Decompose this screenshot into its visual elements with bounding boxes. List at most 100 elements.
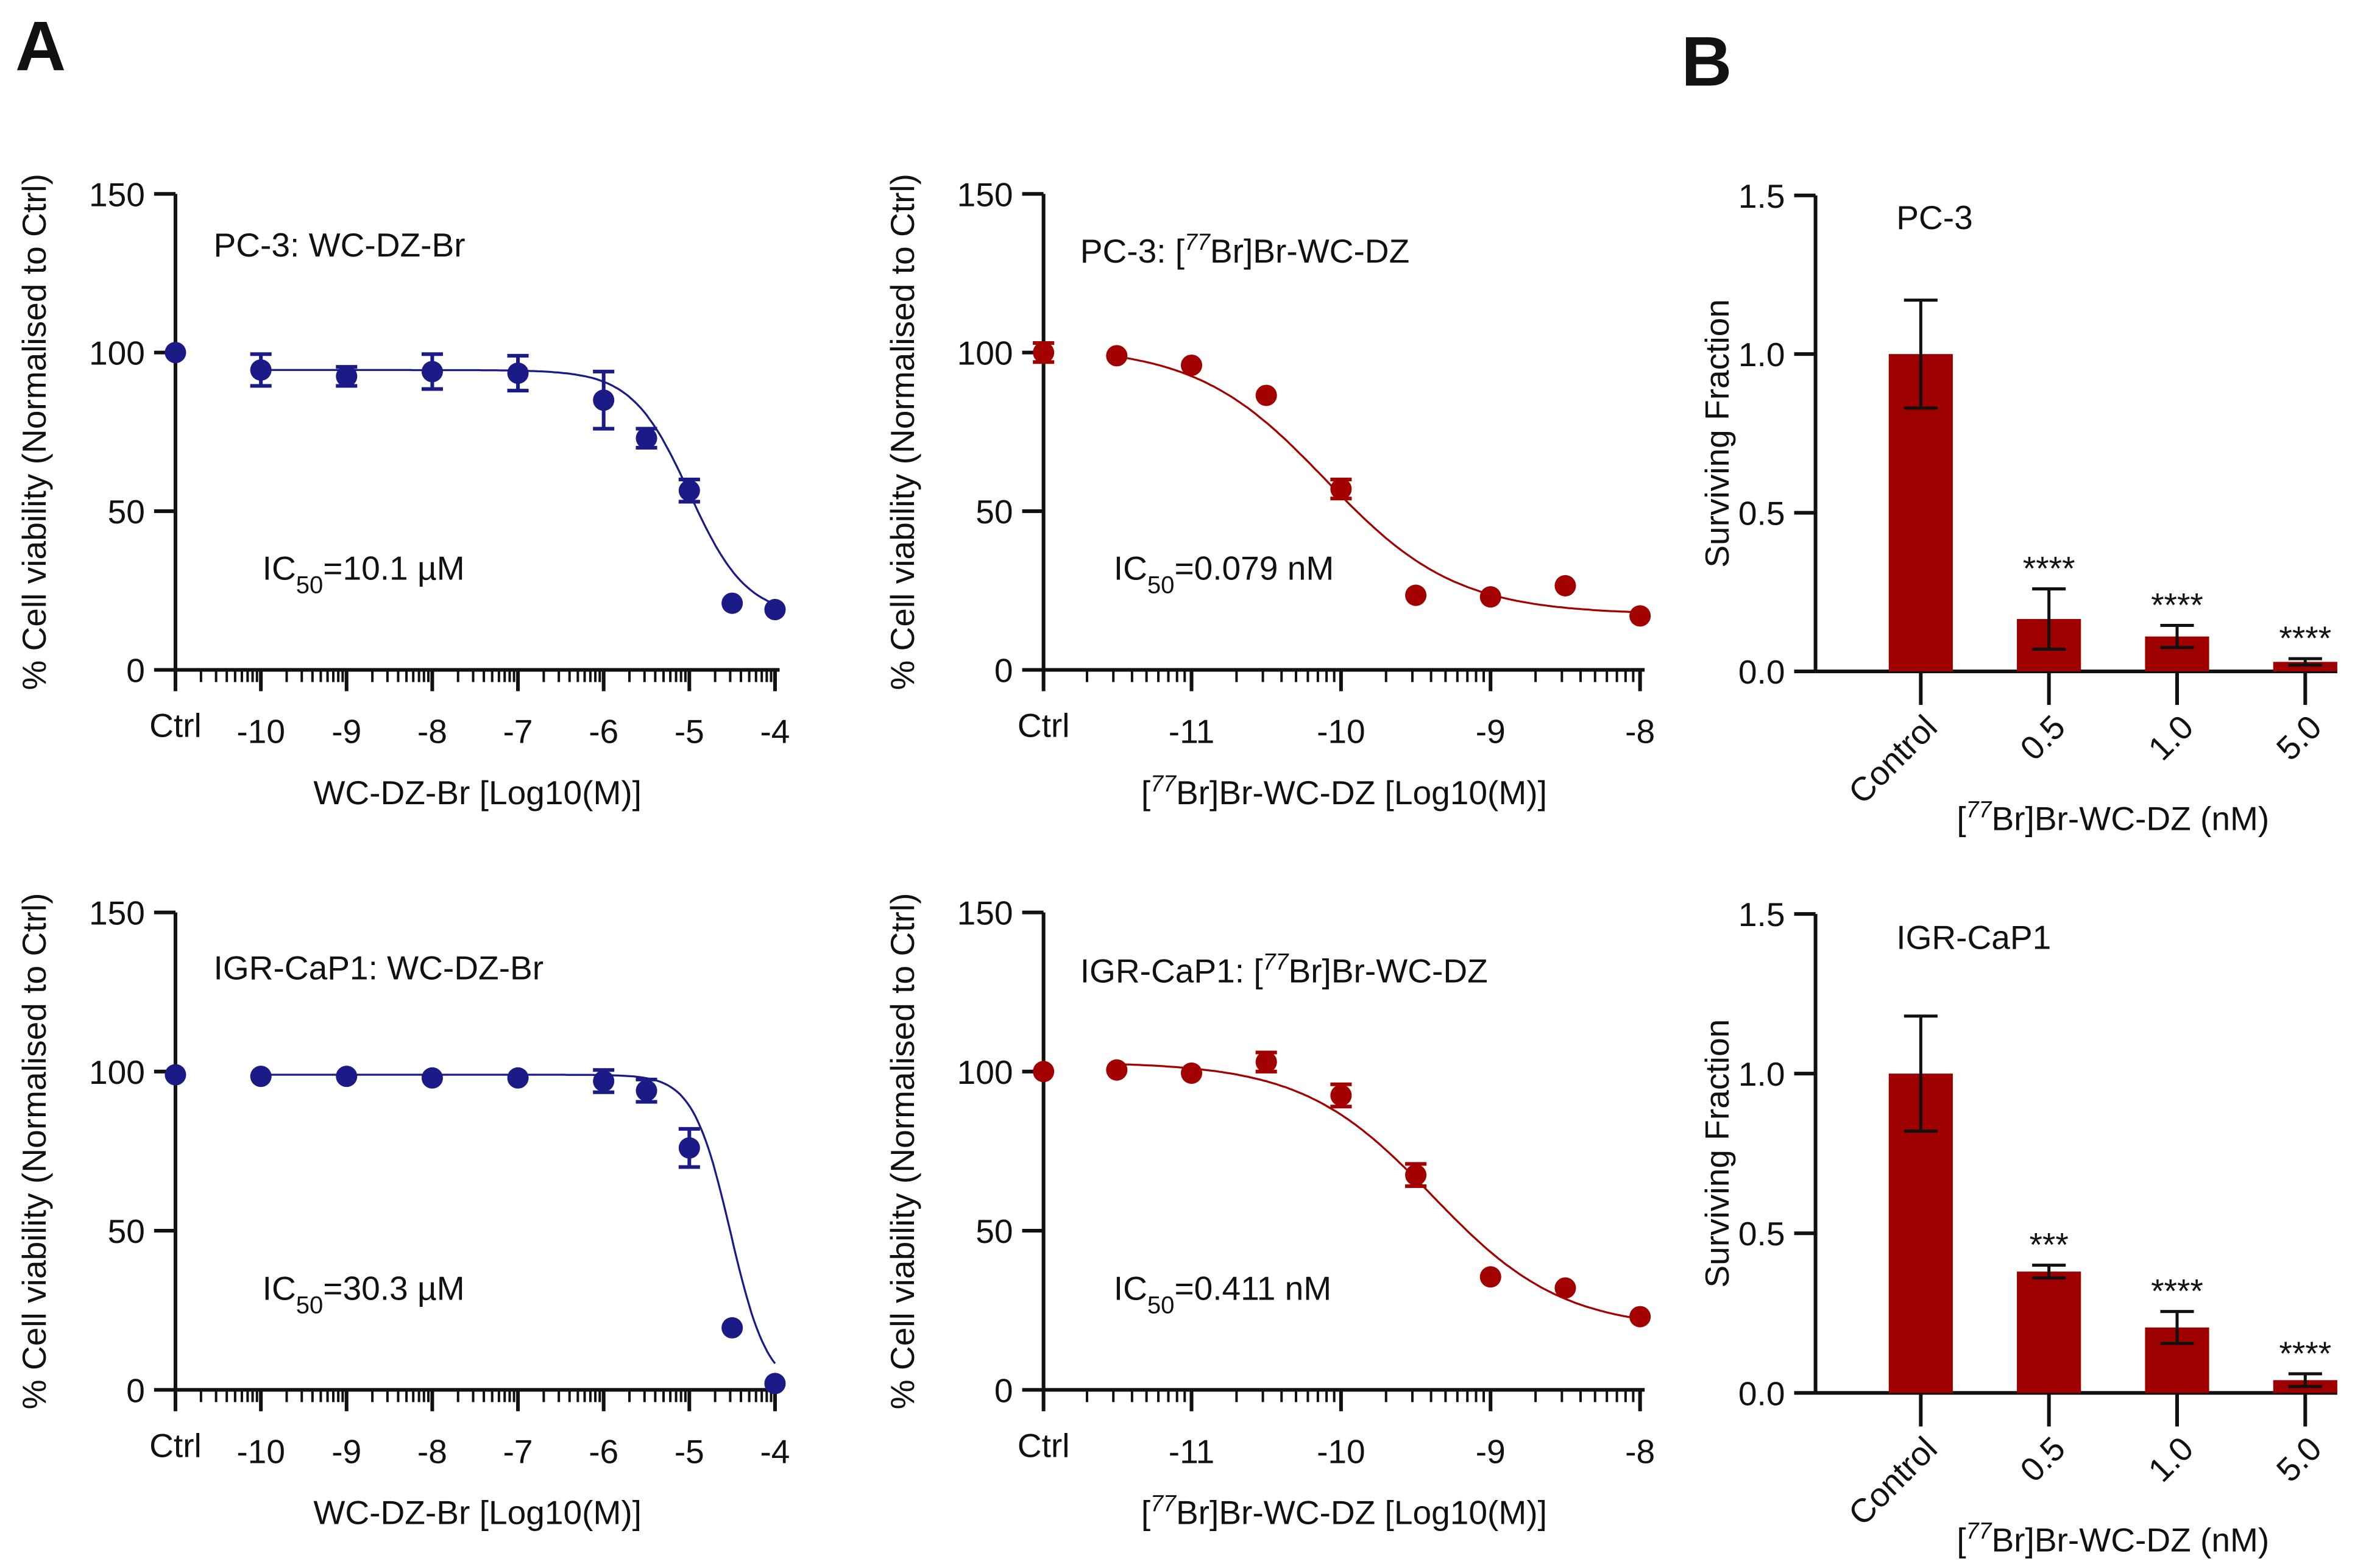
x-axis-label-part: 77 xyxy=(1150,771,1177,796)
ic50-annotation-part: IC xyxy=(263,550,296,587)
data-point xyxy=(1255,384,1277,406)
y-tick-label: 150 xyxy=(89,175,145,213)
y-axis-label: % Cell viability (Normalised to Ctrl) xyxy=(884,174,921,690)
data-point xyxy=(1330,1084,1352,1106)
fit-curve xyxy=(1116,355,1640,614)
chart-title: IGR-CaP1: [77Br]Br-WC-DZ xyxy=(1080,949,1488,990)
x-tick-label: -8 xyxy=(417,713,447,751)
panel-label-b: B xyxy=(1681,23,1732,101)
significance-label: **** xyxy=(2151,1272,2203,1310)
x-tick-label: -5 xyxy=(675,713,704,751)
y-axis-label: % Cell viability (Normalised to Ctrl) xyxy=(15,174,53,690)
data-point xyxy=(593,1070,615,1092)
x-tick-label: -7 xyxy=(503,713,533,751)
chart-0: 0 50 100 150 % Cell viability (Normalised to… xyxy=(15,174,790,812)
data-point xyxy=(1180,1062,1203,1084)
y-tick-label: 0 xyxy=(994,651,1013,689)
chart-title: IGR-CaP1: WC-DZ-Br xyxy=(214,949,544,987)
data-point xyxy=(593,389,615,411)
y-tick-label: 0.0 xyxy=(1738,653,1785,691)
chart-4: 0.0 0.5 1.0 1.5 Surviving Fraction PC-3 Contro… xyxy=(1698,177,2337,837)
x-axis-label-part: [ xyxy=(1957,1521,1966,1559)
ic50-annotation-part: IC xyxy=(1114,1270,1147,1307)
x-tick-label: 1.0 xyxy=(2141,708,2201,768)
x-tick-label: -6 xyxy=(589,713,618,751)
data-point xyxy=(1106,345,1128,367)
data-point xyxy=(421,1067,443,1089)
chart-3: 0 50 100 150 % Cell viability (Normalised to… xyxy=(884,893,1655,1532)
chart-title-part: Br]Br-WC-DZ xyxy=(1288,952,1487,990)
y-tick-label: 150 xyxy=(89,894,145,932)
x-tick-label: 5.0 xyxy=(2269,708,2329,768)
chart-2: 0 50 100 150 % Cell viability (Normalised to… xyxy=(15,893,790,1532)
x-axis-label-part: 77 xyxy=(1150,1491,1177,1516)
y-axis-label: Surviving Fraction xyxy=(1698,299,1736,568)
x-axis-label-part: [ xyxy=(1957,799,1966,837)
x-tick-label: -10 xyxy=(1317,1432,1365,1470)
chart-title-part: IGR-CaP1: [ xyxy=(1080,952,1263,990)
chart-title-part: 77 xyxy=(1185,229,1211,255)
ic50-annotation-part: IC xyxy=(263,1270,296,1307)
x-axis-label-part: WC-DZ-Br [Log10(M)] xyxy=(313,774,642,812)
data-point xyxy=(636,1080,657,1102)
data-point xyxy=(1479,1266,1501,1288)
data-point xyxy=(1405,584,1427,606)
x-tick-label: 5.0 xyxy=(2269,1429,2329,1489)
x-axis-label: [77Br]Br-WC-DZ (nM) xyxy=(1957,1518,2269,1559)
y-tick-label: 50 xyxy=(976,493,1013,531)
chart-title-part: IGR-CaP1: WC-DZ-Br xyxy=(214,949,544,987)
significance-label: **** xyxy=(2151,585,2203,623)
significance-label: *** xyxy=(2030,1226,2069,1264)
data-point xyxy=(250,359,272,381)
x-axis-label: [77Br]Br-WC-DZ (nM) xyxy=(1957,796,2269,837)
x-axis-label-part: [ xyxy=(1141,774,1150,812)
data-point xyxy=(1330,478,1352,500)
ic50-annotation-part: =0.411 nM xyxy=(1174,1270,1331,1307)
ic50-annotation-part: =30.3 µM xyxy=(323,1270,464,1307)
fit-curve xyxy=(1116,1063,1640,1320)
ic50-annotation-part: 50 xyxy=(1147,572,1175,599)
y-tick-label: 0.5 xyxy=(1738,495,1785,532)
data-point xyxy=(1180,354,1203,377)
x-tick-label: -6 xyxy=(589,1432,618,1470)
x-tick-label: Control xyxy=(1841,1429,1944,1532)
x-tick-label: -7 xyxy=(503,1432,533,1470)
x-tick-label: -9 xyxy=(1476,713,1506,751)
y-tick-label: 0.0 xyxy=(1738,1374,1785,1412)
chart-1: 0 50 100 150 % Cell viability (Normalised to… xyxy=(884,174,1655,812)
x-axis-label: [77Br]Br-WC-DZ [Log10(M)] xyxy=(1141,1491,1547,1532)
y-tick-label: 1.0 xyxy=(1738,336,1785,373)
ic50-annotation: IC50=0.411 nM xyxy=(1114,1270,1331,1319)
significance-label: **** xyxy=(2279,1334,2331,1372)
ic50-annotation-part: 50 xyxy=(1147,1292,1175,1319)
ic50-annotation-part: =10.1 µM xyxy=(323,550,464,587)
data-point xyxy=(1554,1277,1576,1299)
x-tick-label: 0.5 xyxy=(2013,708,2072,768)
ic50-annotation-part: 50 xyxy=(296,1292,324,1319)
chart-title: IGR-CaP1 xyxy=(1896,919,2051,957)
y-axis-label: Surviving Fraction xyxy=(1698,1019,1736,1288)
x-tick-label-ctrl: Ctrl xyxy=(1018,1426,1070,1464)
x-tick-label: -10 xyxy=(236,1432,285,1470)
data-point xyxy=(250,1066,272,1088)
x-tick-label: -8 xyxy=(1625,1432,1655,1470)
x-tick-label: -4 xyxy=(760,713,790,751)
data-point xyxy=(421,361,443,383)
x-axis-label: [77Br]Br-WC-DZ [Log10(M)] xyxy=(1141,771,1547,812)
x-tick-label: -9 xyxy=(1476,1432,1506,1470)
data-point xyxy=(1106,1059,1128,1081)
x-tick-label: -8 xyxy=(1625,713,1655,751)
data-point xyxy=(165,342,186,364)
y-tick-label: 150 xyxy=(957,894,1013,932)
data-point xyxy=(721,1317,743,1339)
y-tick-label: 1.5 xyxy=(1738,177,1785,215)
data-point xyxy=(1033,342,1055,364)
x-axis-label-part: Br]Br-WC-DZ (nM) xyxy=(1991,799,2269,837)
x-axis-label-part: 77 xyxy=(1966,1518,1993,1544)
bar xyxy=(2017,1272,2081,1393)
ic50-annotation-part: 50 xyxy=(296,572,324,599)
chart-title: PC-3: WC-DZ-Br xyxy=(214,226,466,264)
chart-title: PC-3: [77Br]Br-WC-DZ xyxy=(1080,229,1409,270)
x-tick-label: -5 xyxy=(675,1432,704,1470)
chart-title-part: PC-3: [ xyxy=(1080,232,1185,270)
